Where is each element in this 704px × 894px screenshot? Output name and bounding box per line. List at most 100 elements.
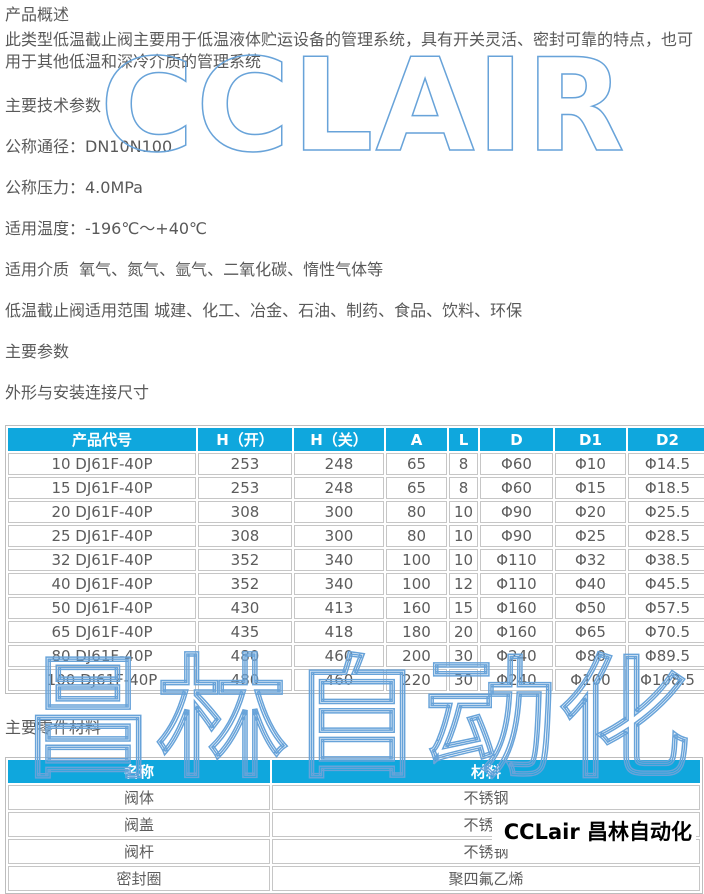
product-code-cell: 15 DJ61F-40P	[8, 477, 196, 499]
product-code-cell: 100 DJ61F-40P	[8, 669, 196, 691]
d-dim-cell: Φ60	[480, 453, 553, 475]
overview-heading: 产品概述	[5, 5, 70, 24]
d2-dim-cell: Φ57.5	[628, 597, 704, 619]
l-dim-cell: 10	[449, 549, 478, 571]
a-dim-cell: 100	[386, 549, 447, 571]
table-row: 密封圈 聚四氟乙烯	[8, 866, 700, 891]
l-dim-cell: 12	[449, 573, 478, 595]
table-row: 32 DJ61F-40P 352 340 100 10 Φ110 Φ32 Φ38…	[8, 549, 704, 571]
h-open-cell: 352	[198, 549, 292, 571]
dimensions-header-cell: H（关）	[294, 428, 384, 451]
part-name-cell: 密封圈	[8, 866, 270, 891]
product-code-cell: 80 DJ61F-40P	[8, 645, 196, 667]
d-dim-cell: Φ160	[480, 597, 553, 619]
dimensions-header-cell: 产品代号	[8, 428, 196, 451]
h-open-cell: 253	[198, 453, 292, 475]
a-dim-cell: 180	[386, 621, 447, 643]
d1-dim-cell: Φ40	[555, 573, 626, 595]
tech-params-list: 公称通径：DN10N100 公称压力：4.0MPa 适用温度：-196℃～+40…	[5, 138, 699, 319]
materials-header-cell: 名称	[8, 760, 270, 783]
table-row: 65 DJ61F-40P 435 418 180 20 Φ160 Φ65 Φ70…	[8, 621, 704, 643]
l-dim-cell: 30	[449, 645, 478, 667]
materials-header-cell: 材料	[272, 760, 700, 783]
h-closed-cell: 300	[294, 501, 384, 523]
materials-header-row: 名称 材料	[8, 760, 700, 783]
table-row: 阀体 不锈钢	[8, 785, 700, 810]
l-dim-cell: 10	[449, 525, 478, 547]
d2-dim-cell: Φ70.5	[628, 621, 704, 643]
a-dim-cell: 220	[386, 669, 447, 691]
h-closed-cell: 413	[294, 597, 384, 619]
dimensions-header-cell: D1	[555, 428, 626, 451]
product-code-cell: 25 DJ61F-40P	[8, 525, 196, 547]
product-code-cell: 50 DJ61F-40P	[8, 597, 196, 619]
table-row: 100 DJ61F-40P 480 460 220 30 Φ240 Φ100 Φ…	[8, 669, 704, 691]
materials-heading: 主要零件材料	[5, 718, 102, 737]
table-row: 40 DJ61F-40P 352 340 100 12 Φ110 Φ40 Φ45…	[8, 573, 704, 595]
dimensions-table-body: 10 DJ61F-40P 253 248 65 8 Φ60 Φ10 Φ14.5 …	[8, 453, 704, 691]
d1-dim-cell: Φ32	[555, 549, 626, 571]
l-dim-cell: 8	[449, 453, 478, 475]
d-dim-cell: Φ110	[480, 549, 553, 571]
part-name-cell: 阀体	[8, 785, 270, 810]
dimensions-table: 产品代号 H（开） H（关） A L D D1 D2	[5, 425, 704, 694]
dimensions-header-cell: D	[480, 428, 553, 451]
d-dim-cell: Φ160	[480, 621, 553, 643]
l-dim-cell: 8	[449, 477, 478, 499]
d1-dim-cell: Φ50	[555, 597, 626, 619]
tech-param-line: 公称压力：4.0MPa	[5, 178, 143, 197]
d2-dim-cell: Φ28.5	[628, 525, 704, 547]
h-open-cell: 253	[198, 477, 292, 499]
h-open-cell: 352	[198, 573, 292, 595]
dimensions-subheading: 外形与安装连接尺寸	[5, 383, 150, 402]
dimensions-header-row: 产品代号 H（开） H（关） A L D D1 D2	[8, 428, 704, 451]
table-row: 50 DJ61F-40P 430 413 160 15 Φ160 Φ50 Φ57…	[8, 597, 704, 619]
dimensions-header-cell: H（开）	[198, 428, 292, 451]
tech-params-heading: 主要技术参数	[5, 96, 102, 115]
a-dim-cell: 80	[386, 525, 447, 547]
h-open-cell: 480	[198, 669, 292, 691]
d-dim-cell: Φ90	[480, 525, 553, 547]
d-dim-cell: Φ110	[480, 573, 553, 595]
h-open-cell: 480	[198, 645, 292, 667]
d2-dim-cell: Φ18.5	[628, 477, 704, 499]
product-code-cell: 32 DJ61F-40P	[8, 549, 196, 571]
d-dim-cell: Φ90	[480, 501, 553, 523]
a-dim-cell: 65	[386, 477, 447, 499]
tech-param-line: 适用介质 氧气、氮气、氩气、二氧化碳、惰性气体等	[5, 260, 384, 279]
h-closed-cell: 340	[294, 549, 384, 571]
table-row: 25 DJ61F-40P 308 300 80 10 Φ90 Φ25 Φ28.5	[8, 525, 704, 547]
product-code-cell: 10 DJ61F-40P	[8, 453, 196, 475]
part-material-cell: 不锈钢	[272, 785, 700, 810]
table-row: 20 DJ61F-40P 308 300 80 10 Φ90 Φ20 Φ25.5	[8, 501, 704, 523]
product-code-cell: 20 DJ61F-40P	[8, 501, 196, 523]
l-dim-cell: 30	[449, 669, 478, 691]
h-closed-cell: 418	[294, 621, 384, 643]
product-code-cell: 65 DJ61F-40P	[8, 621, 196, 643]
table-row: 80 DJ61F-40P 480 460 200 30 Φ240 Φ80 Φ89…	[8, 645, 704, 667]
tech-param-line: 低温截止阀适用范围 城建、化工、冶金、石油、制药、食品、饮料、环保	[5, 301, 523, 320]
h-closed-cell: 340	[294, 573, 384, 595]
d1-dim-cell: Φ15	[555, 477, 626, 499]
l-dim-cell: 20	[449, 621, 478, 643]
brand-corner-label: CCLair 昌林自动化	[491, 814, 696, 849]
d2-dim-cell: Φ14.5	[628, 453, 704, 475]
d1-dim-cell: Φ80	[555, 645, 626, 667]
d2-dim-cell: Φ108.5	[628, 669, 704, 691]
tech-param-line: 公称通径：DN10N100	[5, 137, 173, 156]
part-name-cell: 阀盖	[8, 812, 270, 837]
a-dim-cell: 200	[386, 645, 447, 667]
d1-dim-cell: Φ10	[555, 453, 626, 475]
d-dim-cell: Φ240	[480, 645, 553, 667]
dimensions-header-cell: D2	[628, 428, 704, 451]
h-open-cell: 430	[198, 597, 292, 619]
d-dim-cell: Φ240	[480, 669, 553, 691]
h-closed-cell: 248	[294, 477, 384, 499]
h-closed-cell: 460	[294, 645, 384, 667]
part-name-cell: 阀杆	[8, 839, 270, 864]
main-params-heading: 主要参数	[5, 342, 70, 361]
a-dim-cell: 100	[386, 573, 447, 595]
dimensions-header-cell: L	[449, 428, 478, 451]
d1-dim-cell: Φ65	[555, 621, 626, 643]
